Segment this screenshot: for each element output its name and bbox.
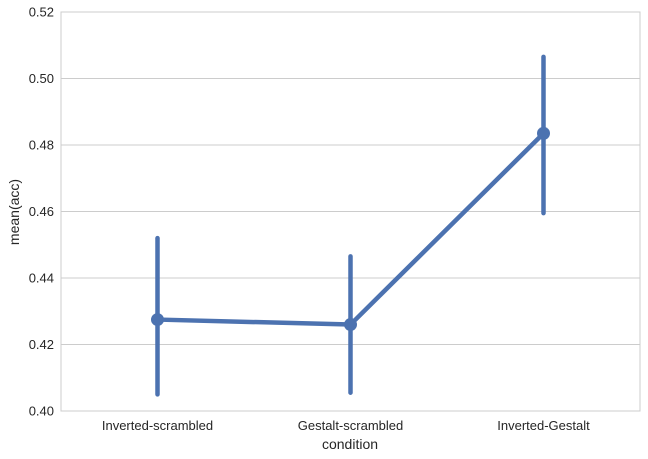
data-point: [151, 313, 164, 327]
y-tick-label: 0.42: [29, 337, 54, 352]
y-tick-label: 0.40: [29, 404, 54, 419]
y-axis-ticks: 0.40 0.42 0.44 0.46 0.48 0.50 0.52: [29, 5, 54, 419]
y-tick-label: 0.50: [29, 71, 54, 86]
x-tick-label: Inverted-scrambled: [102, 418, 213, 433]
data-points: [151, 126, 550, 332]
x-axis-ticks: Inverted-scrambled Gestalt-scrambled Inver…: [102, 418, 590, 433]
y-tick-label: 0.52: [29, 5, 54, 20]
x-tick-label: Gestalt-scrambled: [298, 418, 403, 433]
data-point: [537, 126, 550, 140]
y-tick-label: 0.46: [29, 204, 54, 219]
y-axis-label: mean(acc): [6, 179, 22, 245]
y-tick-label: 0.44: [29, 271, 54, 286]
x-tick-label: Inverted-Gestalt: [497, 418, 590, 433]
x-axis-label: condition: [322, 436, 378, 452]
data-point: [344, 318, 357, 332]
y-tick-label: 0.48: [29, 138, 54, 153]
